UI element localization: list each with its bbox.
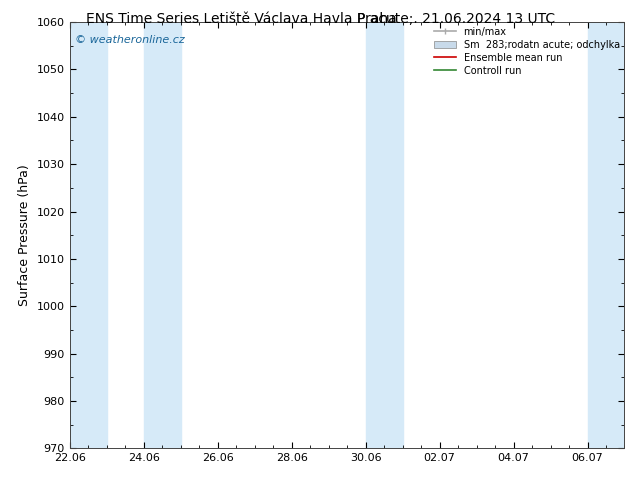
Bar <box>588 22 624 448</box>
Y-axis label: Surface Pressure (hPa): Surface Pressure (hPa) <box>18 164 31 306</box>
Text: P acute;. 21.06.2024 13 UTC: P acute;. 21.06.2024 13 UTC <box>358 12 555 26</box>
Text: © weatheronline.cz: © weatheronline.cz <box>75 35 185 45</box>
Bar <box>366 22 403 448</box>
Legend: min/max, Sm  283;rodatn acute; odchylka, Ensemble mean run, Controll run: min/max, Sm 283;rodatn acute; odchylka, … <box>430 23 623 79</box>
Bar <box>70 22 107 448</box>
Bar <box>144 22 181 448</box>
Text: ENS Time Series Letiště Václava Havla Praha: ENS Time Series Letiště Václava Havla Pr… <box>86 12 396 26</box>
